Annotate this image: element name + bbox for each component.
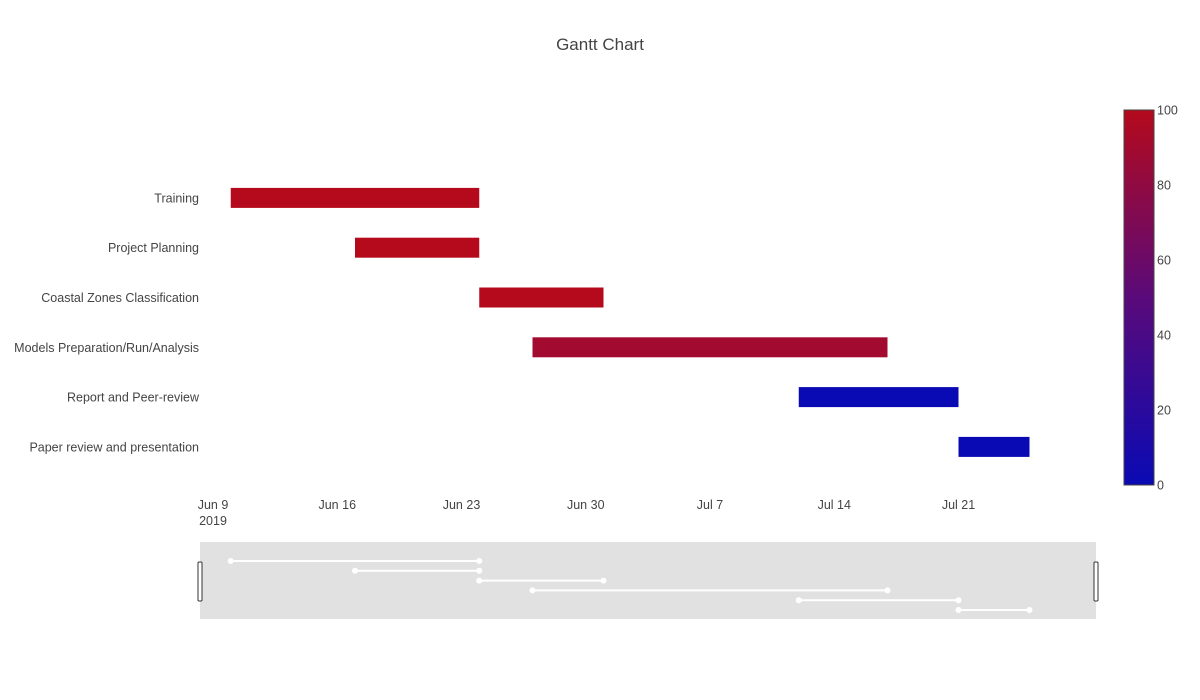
x-tick-label: Jun 16: [318, 498, 356, 512]
y-tick-label: Training: [154, 191, 199, 205]
y-axis-labels: Training Project Planning Coastal Zones Cl…: [14, 191, 200, 454]
x-tick-label: Jul 21: [942, 498, 975, 512]
range-slider-task-end: [955, 597, 962, 604]
colorbar-tick-label: 80: [1157, 179, 1171, 193]
task-bar[interactable]: [479, 287, 604, 308]
task-bar[interactable]: [532, 337, 888, 358]
range-slider-task-end: [600, 577, 607, 584]
colorbar: 0 20 40 60 80 100: [1123, 104, 1178, 493]
x-tick-label: Jul 14: [818, 498, 851, 512]
colorbar-tick-label: 0: [1157, 479, 1164, 493]
colorbar-gradient: [1123, 109, 1155, 486]
y-tick-label: Report and Peer-review: [67, 391, 200, 405]
range-slider-right-handle[interactable]: [1093, 561, 1099, 602]
range-slider-task-start: [352, 567, 358, 574]
x-tick-label: Jun 9: [198, 498, 229, 512]
range-slider-task-end: [884, 587, 891, 594]
y-tick-label: Models Preparation/Run/Analysis: [14, 341, 199, 355]
x-tick-year-label: 2019: [199, 514, 227, 528]
range-slider-task-start: [955, 607, 962, 613]
colorbar-tick-label: 40: [1157, 329, 1171, 343]
y-tick-label: Project Planning: [108, 241, 199, 255]
y-tick-label: Coastal Zones Classification: [41, 291, 199, 305]
task-bar[interactable]: [355, 237, 480, 258]
task-bar[interactable]: [958, 436, 1030, 457]
range-slider-task-end: [1026, 607, 1033, 613]
colorbar-tick-label: 20: [1157, 404, 1171, 418]
range-slider-task-start: [227, 558, 234, 564]
range-slider-task-start: [795, 597, 802, 604]
x-tick-label: Jun 23: [443, 498, 481, 512]
range-slider-task-start: [529, 587, 536, 594]
task-bar[interactable]: [230, 187, 480, 208]
colorbar-tick-label: 100: [1157, 104, 1178, 118]
range-slider-left-handle[interactable]: [197, 561, 203, 602]
range-slider[interactable]: [197, 542, 1099, 619]
range-slider-task-end: [476, 558, 483, 564]
range-slider-task-start: [476, 577, 483, 584]
y-tick-label: Paper review and presentation: [29, 440, 199, 454]
x-tick-label: Jun 30: [567, 498, 605, 512]
x-tick-label: Jul 7: [697, 498, 723, 512]
range-slider-background[interactable]: [200, 542, 1096, 619]
x-axis-ticks: Jun 9 2019 Jun 16 Jun 23 Jun 30 Jul 7 Jul 14 Ju…: [198, 498, 976, 528]
task-bars: [230, 187, 1030, 457]
range-slider-task-end: [476, 567, 483, 574]
chart-title: Gantt Chart: [556, 35, 644, 54]
colorbar-tick-label: 60: [1157, 254, 1171, 268]
task-bar[interactable]: [798, 387, 959, 408]
